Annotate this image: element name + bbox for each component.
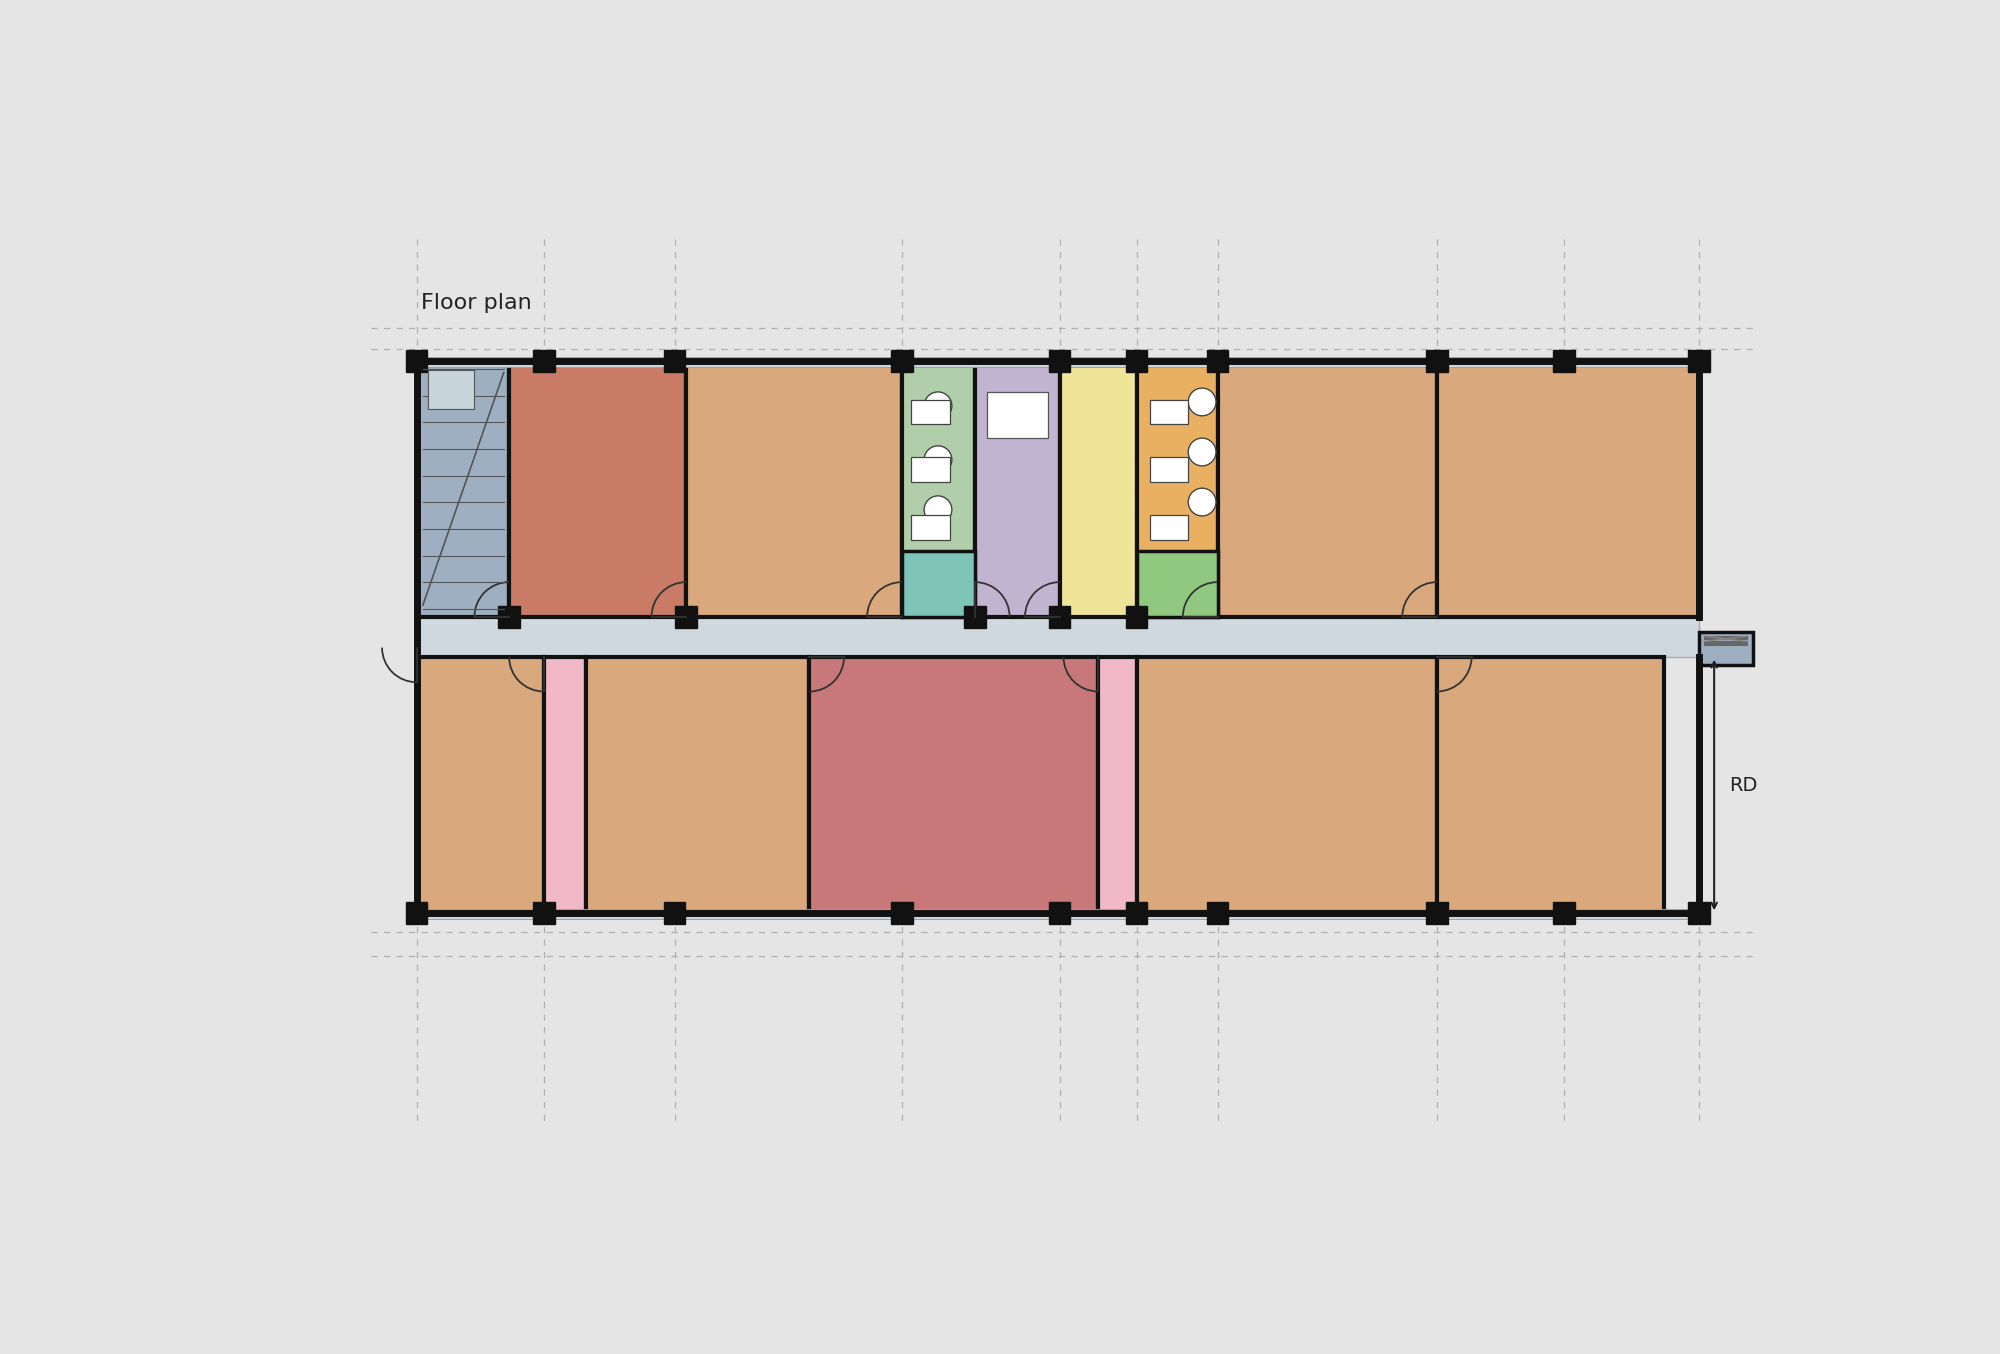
Bar bbox=[416, 362, 510, 617]
Bar bbox=[1048, 607, 1070, 627]
Bar bbox=[1206, 903, 1228, 923]
Bar bbox=[1688, 351, 1710, 372]
Bar bbox=[1574, 357, 1688, 367]
Bar bbox=[810, 657, 1098, 913]
Bar bbox=[912, 910, 1048, 918]
Bar bbox=[686, 362, 902, 617]
Bar bbox=[428, 371, 474, 409]
Bar bbox=[586, 657, 810, 913]
Bar bbox=[912, 515, 950, 540]
Bar bbox=[1436, 362, 1698, 617]
Bar bbox=[406, 903, 428, 923]
Circle shape bbox=[1188, 439, 1216, 466]
Bar bbox=[892, 903, 912, 923]
Bar bbox=[1206, 351, 1228, 372]
Bar bbox=[532, 351, 554, 372]
Bar bbox=[1048, 903, 1070, 923]
Bar bbox=[428, 910, 532, 918]
Bar bbox=[416, 657, 544, 913]
Bar bbox=[964, 607, 986, 627]
Bar bbox=[1426, 903, 1448, 923]
Bar bbox=[428, 357, 532, 367]
Bar bbox=[1698, 632, 1752, 665]
Bar bbox=[1554, 351, 1574, 372]
Circle shape bbox=[924, 496, 952, 524]
Bar bbox=[1218, 362, 1436, 617]
Bar bbox=[676, 607, 696, 627]
Bar bbox=[686, 357, 892, 367]
Bar bbox=[1126, 607, 1148, 627]
Bar bbox=[1150, 399, 1188, 424]
Bar bbox=[974, 362, 1060, 617]
Bar bbox=[544, 657, 586, 913]
Bar bbox=[1136, 362, 1218, 617]
Bar bbox=[1048, 351, 1070, 372]
Text: RD: RD bbox=[1730, 776, 1758, 795]
Bar bbox=[1136, 551, 1218, 617]
Bar bbox=[664, 903, 686, 923]
Bar bbox=[1574, 910, 1688, 918]
Bar bbox=[1070, 910, 1126, 918]
Bar bbox=[1448, 357, 1554, 367]
Bar bbox=[1426, 351, 1448, 372]
Bar bbox=[986, 391, 1048, 439]
Bar bbox=[406, 351, 428, 372]
Bar bbox=[912, 458, 950, 482]
Bar bbox=[1554, 903, 1574, 923]
Bar bbox=[1150, 458, 1188, 482]
Circle shape bbox=[924, 445, 952, 474]
Bar bbox=[912, 399, 950, 424]
Bar bbox=[1150, 515, 1188, 540]
Bar bbox=[1060, 362, 1136, 617]
Bar bbox=[902, 551, 974, 617]
Circle shape bbox=[1188, 389, 1216, 416]
Circle shape bbox=[924, 391, 952, 420]
Bar bbox=[1448, 910, 1554, 918]
Bar bbox=[912, 357, 1048, 367]
Circle shape bbox=[1188, 489, 1216, 516]
Bar bbox=[554, 910, 664, 918]
Bar bbox=[1126, 351, 1148, 372]
Text: Floor plan: Floor plan bbox=[420, 292, 532, 313]
Bar bbox=[510, 362, 686, 617]
Bar bbox=[532, 903, 554, 923]
Bar bbox=[1148, 357, 1206, 367]
Bar bbox=[1436, 657, 1664, 913]
Bar bbox=[416, 617, 1698, 657]
Bar bbox=[1098, 657, 1136, 913]
Bar bbox=[892, 351, 912, 372]
Bar bbox=[686, 910, 892, 918]
Bar bbox=[1148, 910, 1206, 918]
Bar bbox=[1228, 357, 1426, 367]
Bar bbox=[1228, 910, 1426, 918]
Bar bbox=[1070, 357, 1126, 367]
Bar bbox=[498, 607, 520, 627]
Bar bbox=[664, 351, 686, 372]
Bar bbox=[554, 357, 664, 367]
Bar bbox=[1126, 903, 1148, 923]
Bar bbox=[1136, 657, 1436, 913]
Bar bbox=[902, 362, 974, 617]
Bar bbox=[1688, 903, 1710, 923]
